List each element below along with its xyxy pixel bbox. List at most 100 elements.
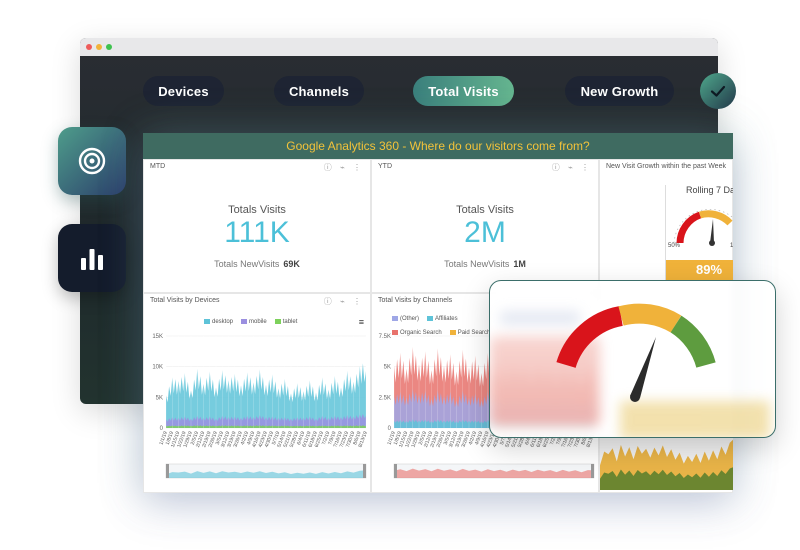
x-tick-label: 1/8/19	[165, 430, 175, 445]
y-tick-label: 2.5K	[379, 395, 391, 401]
x-tick-label: 7/16/19	[333, 430, 344, 448]
x-tick-label: 7/2/19	[549, 430, 559, 445]
legend-item[interactable]: (Other)	[392, 316, 419, 322]
legend-item[interactable]: mobile	[241, 319, 267, 325]
x-tick-label: 3/12/19	[220, 430, 231, 448]
devices-chart-title: Total Visits by Devices	[150, 297, 220, 304]
channels-legend: (Other) Affiliates Organic Search Paid Sear…	[392, 316, 512, 336]
navigator-right-handle[interactable]	[591, 464, 594, 478]
gauge-small-tick-right: 1	[730, 243, 733, 249]
x-tick-label: 1/22/19	[404, 430, 415, 448]
x-tick-label: 1/1/19	[158, 430, 168, 445]
x-tick-label: 3/5/19	[443, 430, 453, 445]
x-tick-label: 2/5/19	[190, 430, 200, 445]
legend-swatch	[392, 330, 398, 336]
ytd-sub: Totals NewVisits 1M	[372, 259, 598, 269]
blurred-background	[490, 281, 775, 437]
x-tick-label: 1/15/19	[398, 430, 409, 448]
ytd-title: YTD	[378, 163, 392, 170]
x-tick-label: 2/26/19	[208, 430, 219, 448]
navigator-right-handle[interactable]	[363, 464, 366, 478]
navigator-left-handle[interactable]	[394, 464, 397, 478]
close-window-dot[interactable]	[86, 44, 92, 50]
gauge-small-title: Rolling 7 Day	[686, 185, 733, 195]
bar-chart-icon	[81, 249, 103, 270]
x-tick-label: 5/7/19	[271, 430, 281, 445]
x-tick-label: 4/23/19	[486, 430, 497, 448]
x-tick-label: 1/15/19	[170, 430, 181, 448]
devices-chart-panel: Total Visits by Devices ⓘ ⌁ ⋮ desktop mob…	[143, 293, 371, 493]
navigator-series	[166, 470, 366, 478]
y-tick-label: 10K	[152, 365, 163, 371]
legend-item[interactable]: Affiliates	[427, 316, 458, 322]
x-tick-label: 6/11/19	[301, 430, 312, 448]
x-tick-label: 3/12/19	[448, 430, 459, 448]
x-tick-label: 6/25/19	[542, 430, 553, 448]
gauge-needle	[630, 337, 656, 398]
bar-chart-card[interactable]	[58, 224, 126, 292]
mtd-sub-label: Totals NewVisits	[214, 259, 280, 269]
x-tick-label: 5/21/19	[511, 430, 522, 448]
x-tick-label: 6/25/19	[314, 430, 325, 448]
gauge-small	[673, 208, 733, 246]
x-tick-label: 4/16/19	[479, 430, 490, 448]
x-tick-label: 6/18/19	[536, 430, 547, 448]
mtd-sub: Totals NewVisits 69K	[144, 259, 370, 269]
minimize-window-dot[interactable]	[96, 44, 102, 50]
menu-icon[interactable]: ≡	[358, 317, 364, 327]
x-tick-label: 7/16/19	[561, 430, 572, 448]
x-tick-label: 5/14/19	[504, 430, 515, 448]
dashboard-title: Google Analytics 360 - Where do our visi…	[143, 133, 733, 159]
legend-swatch	[427, 316, 434, 321]
x-tick-label: 3/19/19	[226, 430, 237, 448]
x-tick-label: 5/21/19	[283, 430, 294, 448]
tab-devices[interactable]: Devices	[143, 76, 224, 106]
gauge-small-value: 89%	[666, 260, 733, 280]
target-card[interactable]	[58, 127, 126, 195]
navigator-left-handle[interactable]	[166, 464, 169, 478]
y-tick-label: 5K	[384, 365, 391, 371]
legend-item[interactable]: Paid Search	[449, 330, 490, 336]
tab-new-growth[interactable]: New Growth	[565, 76, 674, 106]
x-tick-label: 6/11/19	[529, 430, 540, 448]
y-tick-label: 0	[160, 426, 164, 432]
legend-item[interactable]: tablet	[274, 319, 297, 325]
x-tick-label: 4/30/19	[492, 430, 503, 448]
x-tick-label: 3/5/19	[215, 430, 225, 445]
navigator-series	[394, 468, 594, 478]
check-button[interactable]	[700, 73, 736, 109]
x-tick-label: 1/8/19	[393, 430, 403, 445]
y-tick-label: 0	[388, 426, 392, 432]
mtd-label: Totals Visits	[228, 204, 286, 216]
x-tick-label: 3/26/19	[233, 430, 244, 448]
panel-tools-icons[interactable]: ⓘ ⌁ ⋮	[323, 297, 364, 306]
large-gauge	[556, 303, 716, 402]
ytd-sub-value: 1M	[513, 259, 526, 269]
tab-channels[interactable]: Channels	[274, 76, 364, 106]
growth-title: New Visit Growth within the past Week	[606, 163, 726, 170]
window-titlebar	[80, 38, 718, 56]
x-tick-label: 7/9/19	[555, 430, 565, 445]
x-tick-label: 7/23/19	[339, 430, 350, 448]
x-tick-label: 6/18/19	[308, 430, 319, 448]
maximize-window-dot[interactable]	[106, 44, 112, 50]
x-tick-label: 4/9/19	[474, 430, 484, 445]
y-tick-label: 7.5K	[379, 334, 391, 340]
x-tick-label: 5/7/19	[499, 430, 509, 445]
x-tick-label: 7/30/19	[573, 430, 584, 448]
panel-tools-icons[interactable]: ⓘ ⌁ ⋮	[551, 163, 592, 172]
legend-item[interactable]: desktop	[204, 319, 233, 325]
tab-total-visits[interactable]: Total Visits	[413, 76, 514, 106]
x-tick-label: 7/23/19	[567, 430, 578, 448]
x-tick-label: 1/29/19	[411, 430, 422, 448]
mtd-panel: MTD ⓘ ⌁ ⋮ Totals Visits 111K Totals NewV…	[143, 159, 371, 293]
panel-tools-icons[interactable]: ⓘ ⌁ ⋮	[323, 163, 364, 172]
x-tick-label: 7/2/19	[321, 430, 331, 445]
legend-swatch	[392, 316, 398, 321]
legend-item[interactable]: Organic Search	[392, 330, 442, 336]
channels-chart-title: Total Visits by Channels	[378, 297, 453, 304]
legend-swatch	[274, 319, 281, 324]
mtd-sub-value: 69K	[283, 259, 300, 269]
x-tick-label: 1/22/19	[176, 430, 187, 448]
x-tick-label: 6/4/19	[524, 430, 534, 445]
